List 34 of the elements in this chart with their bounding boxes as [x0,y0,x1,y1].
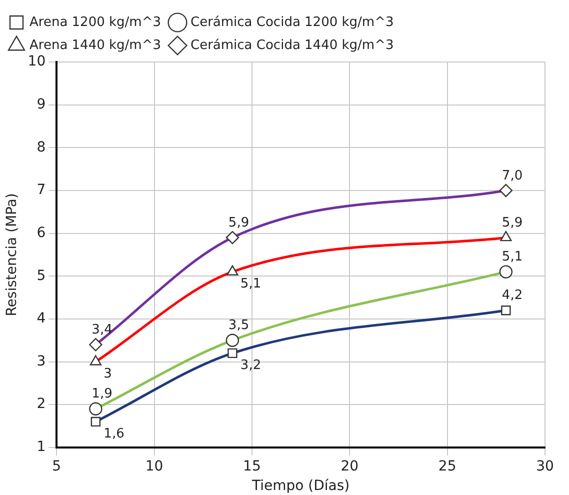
data-label: 3,2 [240,358,262,374]
y-tick-label: 6 [36,224,46,241]
legend-label: Cerámica Cocida 1440 kg/m^3 [190,38,394,53]
data-label: 7,0 [502,168,523,184]
data-label: 3,4 [92,322,112,338]
x-tick-label: 10 [145,458,164,474]
data-label: 3,5 [228,318,250,334]
data-label: 5,9 [502,215,523,230]
x-tick-label: 15 [243,458,261,474]
y-tick-label: 9 [36,96,46,112]
y-tick-label: 4 [36,310,46,327]
x-tick-label: 30 [536,458,554,474]
y-tick-label: 1 [36,439,46,456]
y-tick-label: 8 [36,139,46,156]
x-tick-label: 25 [438,458,456,474]
data-label: 5,9 [228,215,250,230]
y-tick-label: 3 [36,353,46,370]
data-label: 3 [104,366,112,382]
x-axis-title: Tiempo (Días) [250,478,350,494]
x-tick-label: 5 [52,458,62,474]
y-tick-label: 5 [36,268,46,284]
legend-label: Cerámica Cocida 1200 kg/m^3 [190,14,394,30]
legend-label: Arena 1200 kg/m^3 [30,14,161,30]
legend-label: Arena 1440 kg/m^3 [30,38,161,53]
data-label: 1,6 [104,426,124,442]
y-axis-title: Resistencia (MPa) [4,193,20,316]
y-tick-label: 2 [36,396,46,412]
data-label: 5,1 [240,276,262,292]
x-tick-label: 20 [340,458,359,474]
y-tick-label: 7 [36,182,46,198]
data-label: 4,2 [502,288,523,304]
y-tick-label: 10 [28,54,46,70]
data-label: 5,1 [502,250,523,265]
data-label: 1,9 [92,386,112,402]
